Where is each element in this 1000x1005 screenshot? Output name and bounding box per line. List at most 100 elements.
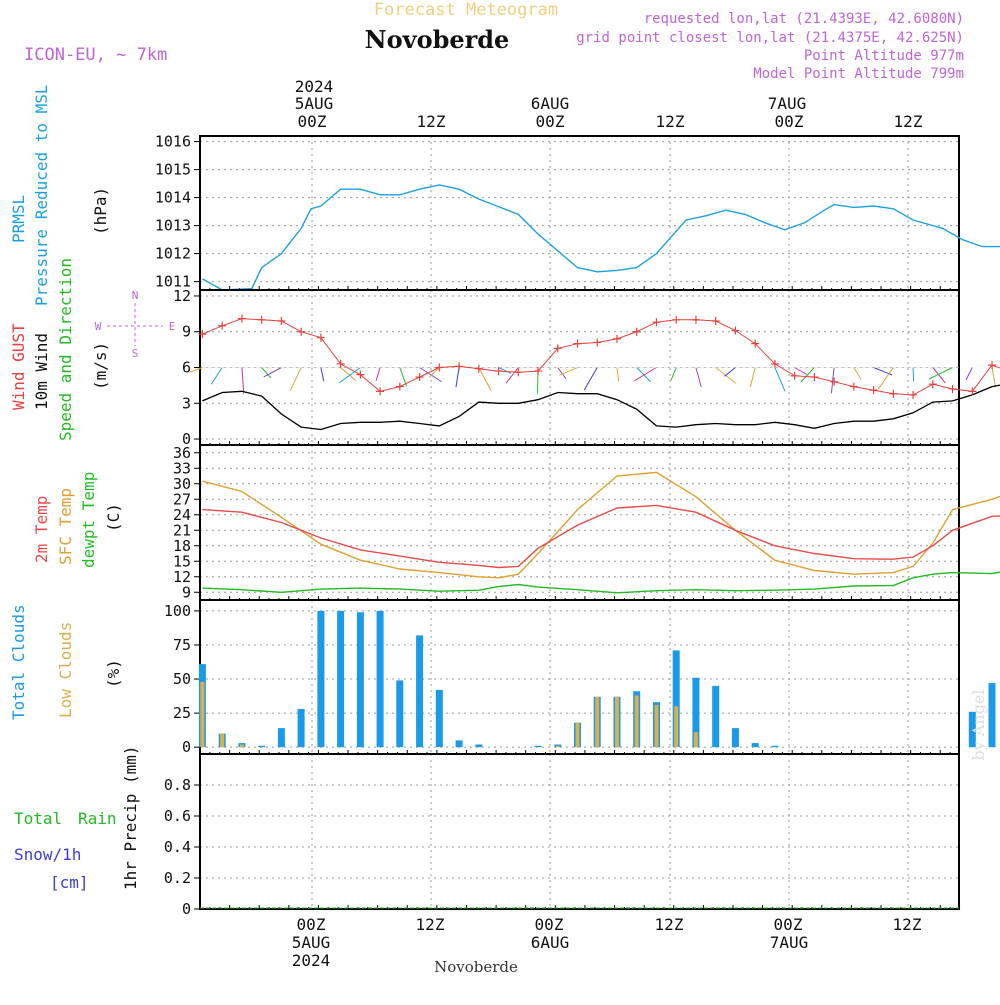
top-tick-label: 00Z — [298, 112, 327, 131]
bottom-year: 2024 — [292, 951, 331, 970]
wind-barb — [479, 368, 491, 391]
sfc-temp-line — [202, 455, 1000, 579]
bottom-tick-label: 00Z — [535, 915, 564, 934]
wind-barb — [376, 368, 380, 381]
gust-point — [258, 316, 266, 324]
gust-point — [652, 318, 660, 326]
temp-ytick-label: 27 — [173, 490, 191, 508]
precip-ytick-label: 0 — [182, 900, 191, 918]
wind-barb — [617, 368, 619, 382]
bottom-tick-label: 12Z — [416, 915, 445, 934]
pressure-frame — [200, 136, 959, 290]
location-title: Novoberde — [365, 25, 510, 54]
gust-point — [909, 391, 917, 399]
precip-panel: 00.20.40.60.8 — [164, 754, 959, 918]
gust-point — [514, 368, 522, 376]
cloud-ytick-label: 25 — [173, 704, 191, 722]
total-cloud-label: Total Clouds — [9, 604, 28, 720]
wind-barb — [456, 368, 459, 388]
gust-point — [731, 327, 739, 335]
wind-barb — [290, 368, 301, 392]
wind-barb — [262, 368, 271, 379]
cm-label: [cm] — [50, 873, 89, 892]
gridpoint-coords: grid point closest lon,lat (21.4375E, 42… — [576, 30, 964, 46]
wind-barb — [696, 368, 701, 387]
wind-barb — [795, 368, 807, 375]
gust-point — [791, 372, 799, 380]
total-cloud-bar — [416, 635, 423, 747]
wind-dir-label: Speed and Direction — [56, 258, 75, 441]
wind-barb — [775, 368, 785, 392]
sfc-label: SFC Temp — [56, 488, 75, 565]
temp-labels: 2m Temp SFC Temp dewpt Temp (C) — [32, 472, 123, 568]
prmsl-label: PRMSL — [9, 195, 28, 243]
compass-s: S — [132, 347, 139, 360]
precip-unit: 1hr Precip (mm) — [121, 746, 140, 891]
temp-ytick-label: 24 — [173, 506, 191, 524]
gust-point — [277, 317, 285, 325]
gust-point — [574, 340, 582, 348]
pressure-ytick-label: 1014 — [155, 189, 191, 207]
cloud-ytick-label: 75 — [173, 636, 191, 654]
total-cloud-bar — [377, 611, 384, 747]
wind-barb — [211, 368, 222, 385]
gust-point — [850, 383, 858, 391]
precip-ytick-label: 0.8 — [164, 776, 191, 794]
bottom-date-1: 5AUG — [292, 933, 331, 952]
gust-point — [297, 328, 305, 336]
gust-point — [317, 334, 325, 342]
temp-ytick-label: 30 — [173, 475, 191, 493]
pressure-unit: (hPa) — [91, 187, 110, 235]
rain-label: Rain — [78, 809, 117, 828]
low-cloud-bar — [556, 746, 560, 747]
total-cloud-bar — [535, 746, 542, 747]
gust-point — [218, 322, 226, 330]
gust-point — [889, 390, 897, 398]
cloud-unit: (%) — [104, 659, 123, 688]
gust-point — [633, 328, 641, 336]
wind10-label: 10m Wind — [32, 333, 51, 410]
top-tick-label: 12Z — [656, 112, 685, 131]
low-cloud-bar — [655, 705, 659, 747]
pressure-ytick-label: 1012 — [155, 245, 191, 263]
wind-barb — [854, 368, 861, 380]
gust-point — [949, 385, 957, 393]
wind-ytick-label: 6 — [182, 359, 191, 377]
total-cloud-bar — [298, 709, 305, 747]
low-cloud-bar — [220, 734, 224, 748]
total-cloud-bar — [337, 611, 344, 747]
point-altitude: Point Altitude 977m — [804, 48, 964, 64]
wind-barb — [242, 368, 244, 394]
model-altitude: Model Point Altitude 799m — [753, 66, 964, 82]
gust-point — [988, 361, 996, 369]
bottom-date-2: 6AUG — [531, 933, 570, 952]
top-date-1: 5AUG — [295, 94, 334, 113]
wind-barb — [584, 368, 597, 391]
total-cloud-bar — [712, 686, 719, 747]
precip-ytick-label: 0.6 — [164, 807, 191, 825]
temp-ytick-label: 9 — [182, 583, 191, 601]
low-cloud-bar — [615, 697, 619, 747]
chart-title: Forecast Meteogram — [374, 0, 558, 20]
low-cloud-bar — [694, 732, 698, 747]
gust-point — [455, 362, 463, 370]
wind-barb — [559, 368, 577, 376]
precip-labels: Total Rain Snow/1h [cm] 1hr Precip (mm) — [14, 746, 140, 893]
requested-coords: requested lon,lat (21.4393E, 42.6080N) — [644, 11, 964, 27]
total-cloud-bar — [989, 683, 996, 747]
panels: 1011101210131014101510160369129121518212… — [155, 133, 1000, 918]
gust-point — [870, 386, 878, 394]
wind-barb — [933, 368, 946, 384]
precip-ytick-label: 0.2 — [164, 869, 191, 887]
total-cloud-bar — [258, 746, 265, 747]
top-date-3: 7AUG — [768, 94, 807, 113]
gust-point — [712, 317, 720, 325]
cloud-ytick-label: 50 — [173, 670, 191, 688]
temp2m-label: 2m Temp — [32, 496, 51, 563]
model-name: ICON-EU, ~ 7km — [24, 45, 167, 65]
